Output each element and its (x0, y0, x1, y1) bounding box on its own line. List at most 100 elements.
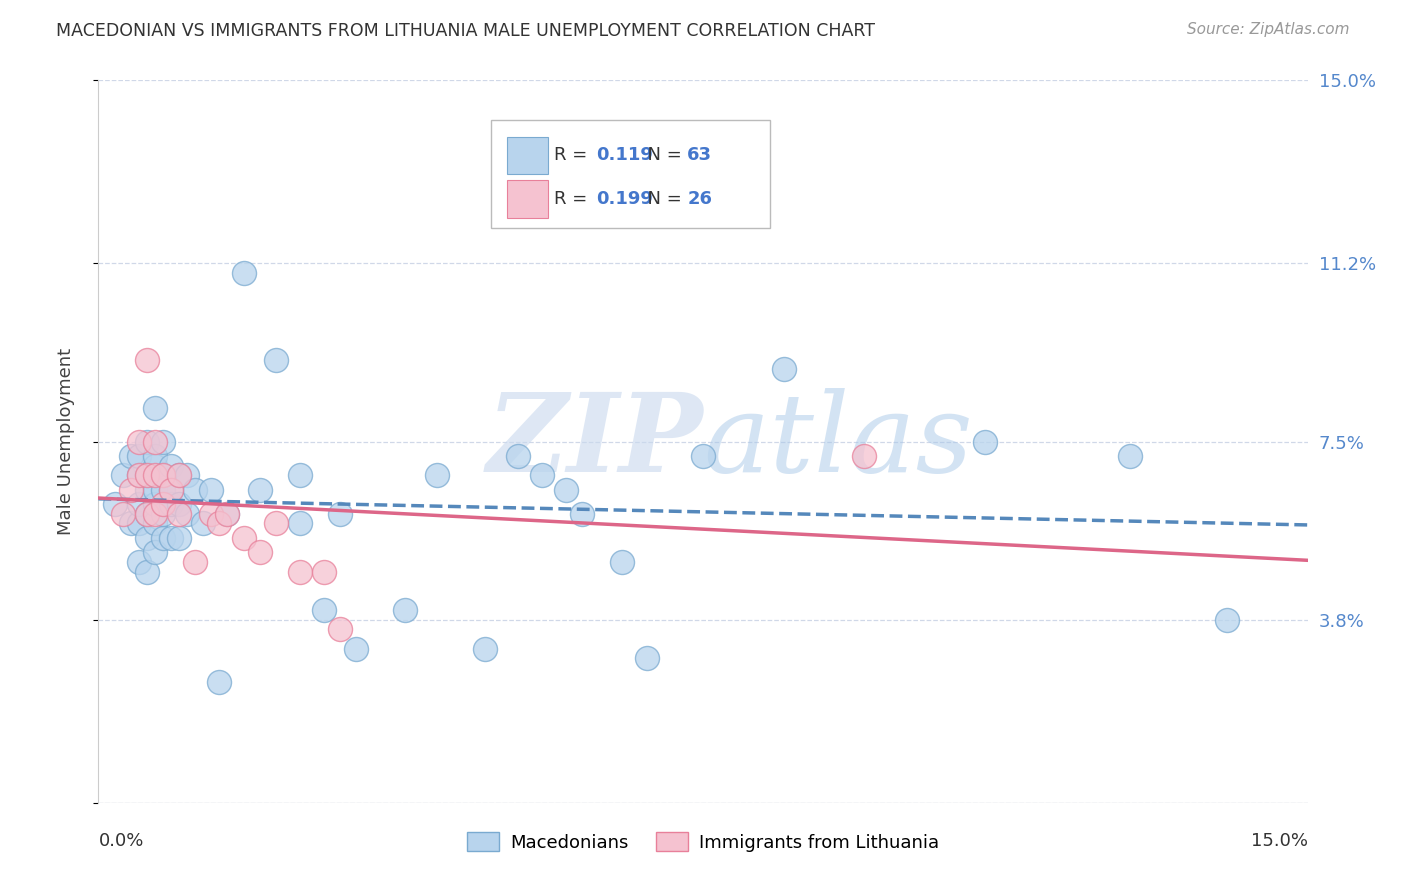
Point (160, 483, 183, 497)
Text: MACEDONIAN VS IMMIGRANTS FROM LITHUANIA MALE UNEMPLOYMENT CORRELATION CHART: MACEDONIAN VS IMMIGRANTS FROM LITHUANIA … (56, 22, 876, 40)
Point (135, 507, 157, 521)
Point (152, 483, 174, 497)
Point (111, 468, 134, 483)
Point (314, 603, 336, 617)
Point (249, 545, 271, 559)
Point (329, 623, 352, 637)
Text: R =: R = (554, 146, 593, 164)
Point (135, 352, 157, 367)
Point (612, 555, 634, 569)
Point (143, 468, 166, 483)
Text: R =: R = (554, 190, 593, 208)
Point (176, 468, 198, 483)
Point (128, 555, 150, 569)
Point (111, 507, 134, 521)
Point (288, 516, 311, 531)
Point (167, 531, 190, 545)
Point (530, 468, 553, 483)
Point (176, 507, 198, 521)
Point (264, 516, 287, 531)
Point (128, 516, 150, 531)
Point (128, 449, 150, 463)
Point (143, 434, 166, 449)
Point (208, 516, 231, 531)
Text: Source: ZipAtlas.com: Source: ZipAtlas.com (1187, 22, 1350, 37)
Point (555, 483, 578, 497)
FancyBboxPatch shape (508, 180, 548, 218)
Point (249, 483, 271, 497)
Point (217, 507, 239, 521)
Point (128, 434, 150, 449)
Point (208, 675, 231, 690)
Point (160, 497, 183, 511)
Text: N =: N = (637, 190, 688, 208)
Point (135, 507, 157, 521)
Point (143, 449, 166, 463)
Text: N =: N = (637, 146, 688, 164)
Point (135, 483, 157, 497)
Point (135, 468, 157, 483)
Point (264, 352, 287, 367)
Text: 26: 26 (688, 190, 713, 208)
Point (167, 497, 190, 511)
Point (974, 434, 997, 449)
Point (394, 603, 416, 617)
Point (474, 641, 496, 656)
Text: 0.199: 0.199 (596, 190, 654, 208)
Point (1119, 449, 1142, 463)
Text: 15.0%: 15.0% (1250, 831, 1308, 850)
Point (184, 555, 207, 569)
Point (636, 651, 658, 665)
Point (143, 401, 166, 415)
Point (772, 362, 794, 376)
Point (426, 468, 449, 483)
Point (128, 497, 150, 511)
Point (152, 468, 174, 483)
Point (152, 497, 174, 511)
Point (217, 507, 239, 521)
Point (143, 497, 166, 511)
Point (120, 483, 142, 497)
Legend: Macedonians, Immigrants from Lithuania: Macedonians, Immigrants from Lithuania (460, 825, 946, 859)
Point (120, 516, 142, 531)
Point (152, 507, 174, 521)
FancyBboxPatch shape (492, 120, 769, 228)
Point (152, 434, 174, 449)
Point (1216, 613, 1239, 627)
Point (193, 516, 215, 531)
Point (288, 565, 311, 579)
Text: 0.0%: 0.0% (98, 831, 143, 850)
Point (329, 507, 352, 521)
Point (152, 468, 174, 483)
Point (160, 531, 183, 545)
Point (506, 449, 529, 463)
Point (167, 507, 190, 521)
Point (853, 449, 876, 463)
Point (152, 531, 174, 545)
Point (143, 507, 166, 521)
Point (200, 507, 222, 521)
Text: ZIP: ZIP (486, 388, 703, 495)
Point (692, 449, 714, 463)
Point (167, 468, 190, 483)
Text: 0.119: 0.119 (596, 146, 654, 164)
Point (184, 483, 207, 497)
Text: atlas: atlas (703, 388, 973, 495)
Point (135, 434, 157, 449)
Point (143, 545, 166, 559)
Point (135, 531, 157, 545)
Point (314, 565, 336, 579)
Point (128, 468, 150, 483)
Point (143, 516, 166, 531)
Point (160, 458, 183, 473)
Point (160, 483, 183, 497)
Point (200, 483, 222, 497)
Point (135, 565, 157, 579)
Point (103, 497, 125, 511)
Point (571, 507, 593, 521)
Text: 63: 63 (688, 146, 713, 164)
Point (135, 468, 157, 483)
Y-axis label: Male Unemployment: Male Unemployment (56, 348, 75, 535)
Point (232, 266, 254, 280)
Point (128, 468, 150, 483)
